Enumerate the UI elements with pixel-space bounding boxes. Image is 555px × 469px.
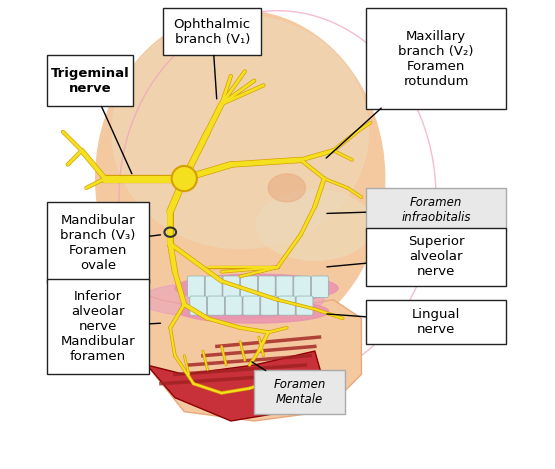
- FancyBboxPatch shape: [261, 296, 278, 315]
- FancyBboxPatch shape: [47, 202, 149, 283]
- Text: Mandibular
branch (V₃)
Foramen
ovale: Mandibular branch (V₃) Foramen ovale: [60, 214, 135, 272]
- Ellipse shape: [112, 15, 369, 249]
- Text: Ophthalmic
branch (V₁): Ophthalmic branch (V₁): [174, 18, 251, 45]
- FancyBboxPatch shape: [254, 370, 345, 414]
- FancyBboxPatch shape: [190, 296, 206, 315]
- Text: Superior
alveolar
nerve: Superior alveolar nerve: [408, 235, 465, 278]
- Ellipse shape: [175, 274, 338, 302]
- Ellipse shape: [95, 11, 385, 347]
- FancyBboxPatch shape: [241, 276, 258, 297]
- FancyBboxPatch shape: [279, 296, 295, 315]
- FancyBboxPatch shape: [259, 276, 275, 297]
- FancyBboxPatch shape: [208, 296, 224, 315]
- Text: Trigeminal
nerve: Trigeminal nerve: [51, 67, 129, 95]
- FancyBboxPatch shape: [366, 8, 506, 109]
- Ellipse shape: [138, 281, 324, 318]
- Ellipse shape: [268, 174, 305, 202]
- Circle shape: [173, 167, 196, 190]
- Text: Maxillary
branch (V₂)
Foramen
rotundum: Maxillary branch (V₂) Foramen rotundum: [398, 30, 474, 88]
- Text: Foramen
infraobitalis: Foramen infraobitalis: [401, 196, 471, 224]
- Text: Foramen
Mentale: Foramen Mentale: [274, 378, 326, 406]
- FancyBboxPatch shape: [163, 8, 261, 55]
- FancyBboxPatch shape: [205, 276, 222, 297]
- FancyBboxPatch shape: [276, 276, 293, 297]
- PathPatch shape: [133, 290, 361, 421]
- Ellipse shape: [256, 190, 373, 260]
- FancyBboxPatch shape: [366, 227, 506, 286]
- FancyBboxPatch shape: [366, 300, 506, 344]
- FancyBboxPatch shape: [294, 276, 311, 297]
- PathPatch shape: [147, 351, 324, 421]
- FancyBboxPatch shape: [223, 276, 240, 297]
- FancyBboxPatch shape: [225, 296, 242, 315]
- Ellipse shape: [180, 300, 329, 323]
- FancyBboxPatch shape: [296, 296, 313, 315]
- FancyBboxPatch shape: [243, 296, 260, 315]
- FancyBboxPatch shape: [47, 279, 149, 374]
- Text: Lingual
nerve: Lingual nerve: [412, 308, 460, 336]
- FancyBboxPatch shape: [366, 188, 506, 232]
- FancyBboxPatch shape: [311, 276, 329, 297]
- Text: Inferior
alveolar
nerve
Mandibular
foramen: Inferior alveolar nerve Mandibular foram…: [60, 290, 135, 363]
- FancyBboxPatch shape: [47, 55, 133, 106]
- FancyBboxPatch shape: [188, 276, 204, 297]
